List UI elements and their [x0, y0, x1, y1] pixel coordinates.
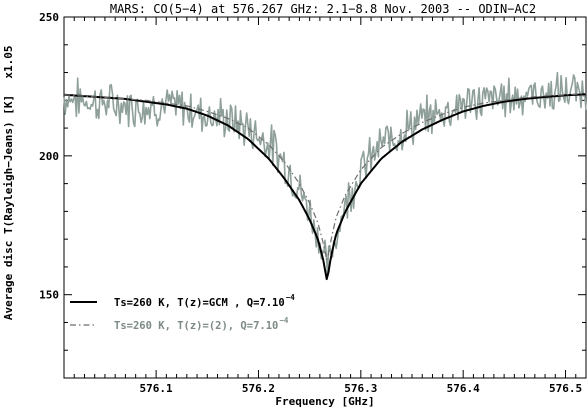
legend-label: Ts=260 K, T(z)=GCM , Q=7.10 — [114, 297, 285, 309]
y-tick-label: 150 — [39, 289, 59, 302]
x-tick-label: 576.2 — [242, 382, 275, 395]
x-axis-label: Frequency [GHz] — [275, 395, 374, 408]
series-line-0 — [63, 71, 587, 275]
legend: Ts=260 K, T(z)=GCM , Q=7.10 −4Ts=260 K, T… — [70, 293, 295, 332]
legend-label-exponent: −4 — [286, 293, 296, 302]
series-line-1 — [63, 93, 587, 281]
x-tick-label: 576.5 — [549, 382, 582, 395]
legend-label: Ts=260 K, T(z)=(2), Q=7.10 — [114, 320, 278, 332]
chart-title: MARS: CO(5−4) at 576.267 GHz: 2.1−8.8 No… — [110, 2, 536, 16]
x-tick-label: 576.1 — [140, 382, 173, 395]
legend-label-exponent: −4 — [279, 316, 289, 325]
series-line-2 — [63, 93, 587, 261]
x-tick-label: 576.3 — [344, 382, 377, 395]
x-tick-label: 576.4 — [447, 382, 480, 395]
plot-frame — [63, 16, 587, 379]
y-axis-label: Average disc T(Rayleigh−Jeans) [K] — [2, 95, 15, 320]
scale-note: x1.05 — [2, 45, 15, 78]
y-tick-label: 200 — [39, 150, 59, 163]
plot-area: 576.1 576.2 576.3 576.4 576.5 150 200 250 — [39, 11, 587, 395]
y-tick-label: 250 — [39, 11, 59, 24]
